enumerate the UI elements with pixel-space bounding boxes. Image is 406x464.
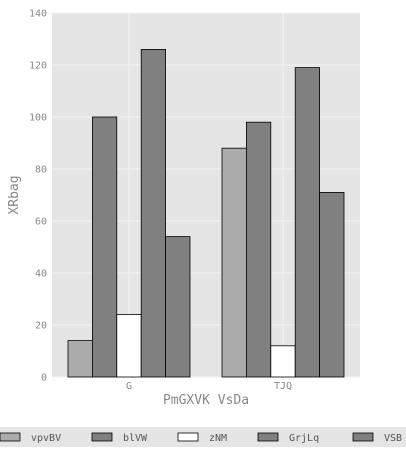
legend-label: GrjLq — [289, 433, 319, 444]
bar-VSB-G — [165, 236, 191, 378]
x-axis-label: PmGXVK VsDa — [163, 393, 249, 408]
bar-GrjLq-TJQ — [294, 67, 321, 378]
legend-item-GrjLq: GrjLq — [257, 432, 319, 444]
bar-blVW-G — [92, 116, 118, 378]
y-tick-label: 20 — [35, 321, 47, 332]
y-axis-ticks: 0 20 40 60 80 100 120 140 — [29, 9, 47, 384]
x-tick-label: TJQ — [274, 381, 292, 392]
y-tick-label: 40 — [35, 269, 47, 280]
y-tick-label: 80 — [35, 165, 47, 176]
legend-item-blVW: blVW — [91, 432, 148, 444]
bar-blVW-TJQ — [245, 121, 272, 378]
bar-vpvBV-G — [67, 340, 93, 378]
legend-item-zNM: zNM — [177, 432, 227, 444]
legend-swatch — [352, 432, 374, 442]
legend-swatch — [0, 432, 21, 442]
y-tick-label: 60 — [35, 217, 47, 228]
legend: vpvBV blVW zNM GrjLq VSB — [0, 432, 402, 444]
bar-zNM-G — [116, 314, 142, 378]
y-axis-label: XRbag — [7, 175, 22, 214]
y-tick-label: 140 — [29, 9, 47, 20]
legend-swatch — [91, 432, 113, 442]
bar-GrjLq-G — [140, 49, 166, 378]
y-tick-label: 100 — [29, 113, 47, 124]
bars — [67, 49, 345, 378]
legend-background — [0, 427, 406, 447]
legend-item-VSB: VSB — [352, 432, 402, 444]
bar-VSB-TJQ — [319, 191, 345, 378]
x-tick-label: G — [126, 381, 132, 392]
legend-swatch — [177, 432, 199, 442]
y-tick-label: 120 — [29, 61, 47, 72]
bar-vpvBV-TJQ — [221, 147, 247, 378]
legend-label: VSB — [384, 433, 402, 444]
legend-label: blVW — [123, 433, 148, 444]
y-tick-label: 0 — [41, 373, 47, 384]
legend-label: vpvBV — [31, 433, 61, 444]
legend-swatch — [257, 432, 279, 442]
legend-item-vpvBV: vpvBV — [0, 432, 61, 444]
bar-zNM-TJQ — [270, 345, 296, 378]
legend-label: zNM — [209, 433, 227, 444]
x-axis-ticks: G TJQ — [126, 381, 292, 392]
